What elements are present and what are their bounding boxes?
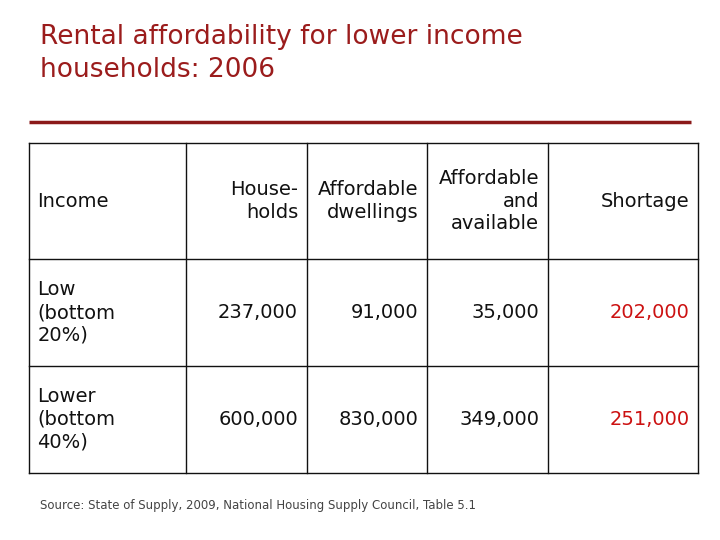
Text: 237,000: 237,000	[218, 303, 298, 322]
Text: Affordable
and
available: Affordable and available	[438, 169, 539, 233]
Text: 349,000: 349,000	[459, 410, 539, 429]
Text: 251,000: 251,000	[610, 410, 690, 429]
Text: 600,000: 600,000	[218, 410, 298, 429]
Text: House-
holds: House- holds	[230, 180, 298, 222]
Text: Rental affordability for lower income: Rental affordability for lower income	[40, 24, 522, 50]
Text: 35,000: 35,000	[472, 303, 539, 322]
Text: households: 2006: households: 2006	[40, 57, 274, 83]
Text: 830,000: 830,000	[338, 410, 418, 429]
Text: Source: State of Supply, 2009, National Housing Supply Council, Table 5.1: Source: State of Supply, 2009, National …	[40, 500, 476, 512]
Text: Affordable
dwellings: Affordable dwellings	[318, 180, 418, 222]
Text: Shortage: Shortage	[601, 192, 690, 211]
Text: Low
(bottom
20%): Low (bottom 20%)	[37, 280, 115, 345]
Text: Income: Income	[37, 192, 109, 211]
Text: Lower
(bottom
40%): Lower (bottom 40%)	[37, 387, 115, 451]
Text: 202,000: 202,000	[610, 303, 690, 322]
Text: 91,000: 91,000	[351, 303, 418, 322]
